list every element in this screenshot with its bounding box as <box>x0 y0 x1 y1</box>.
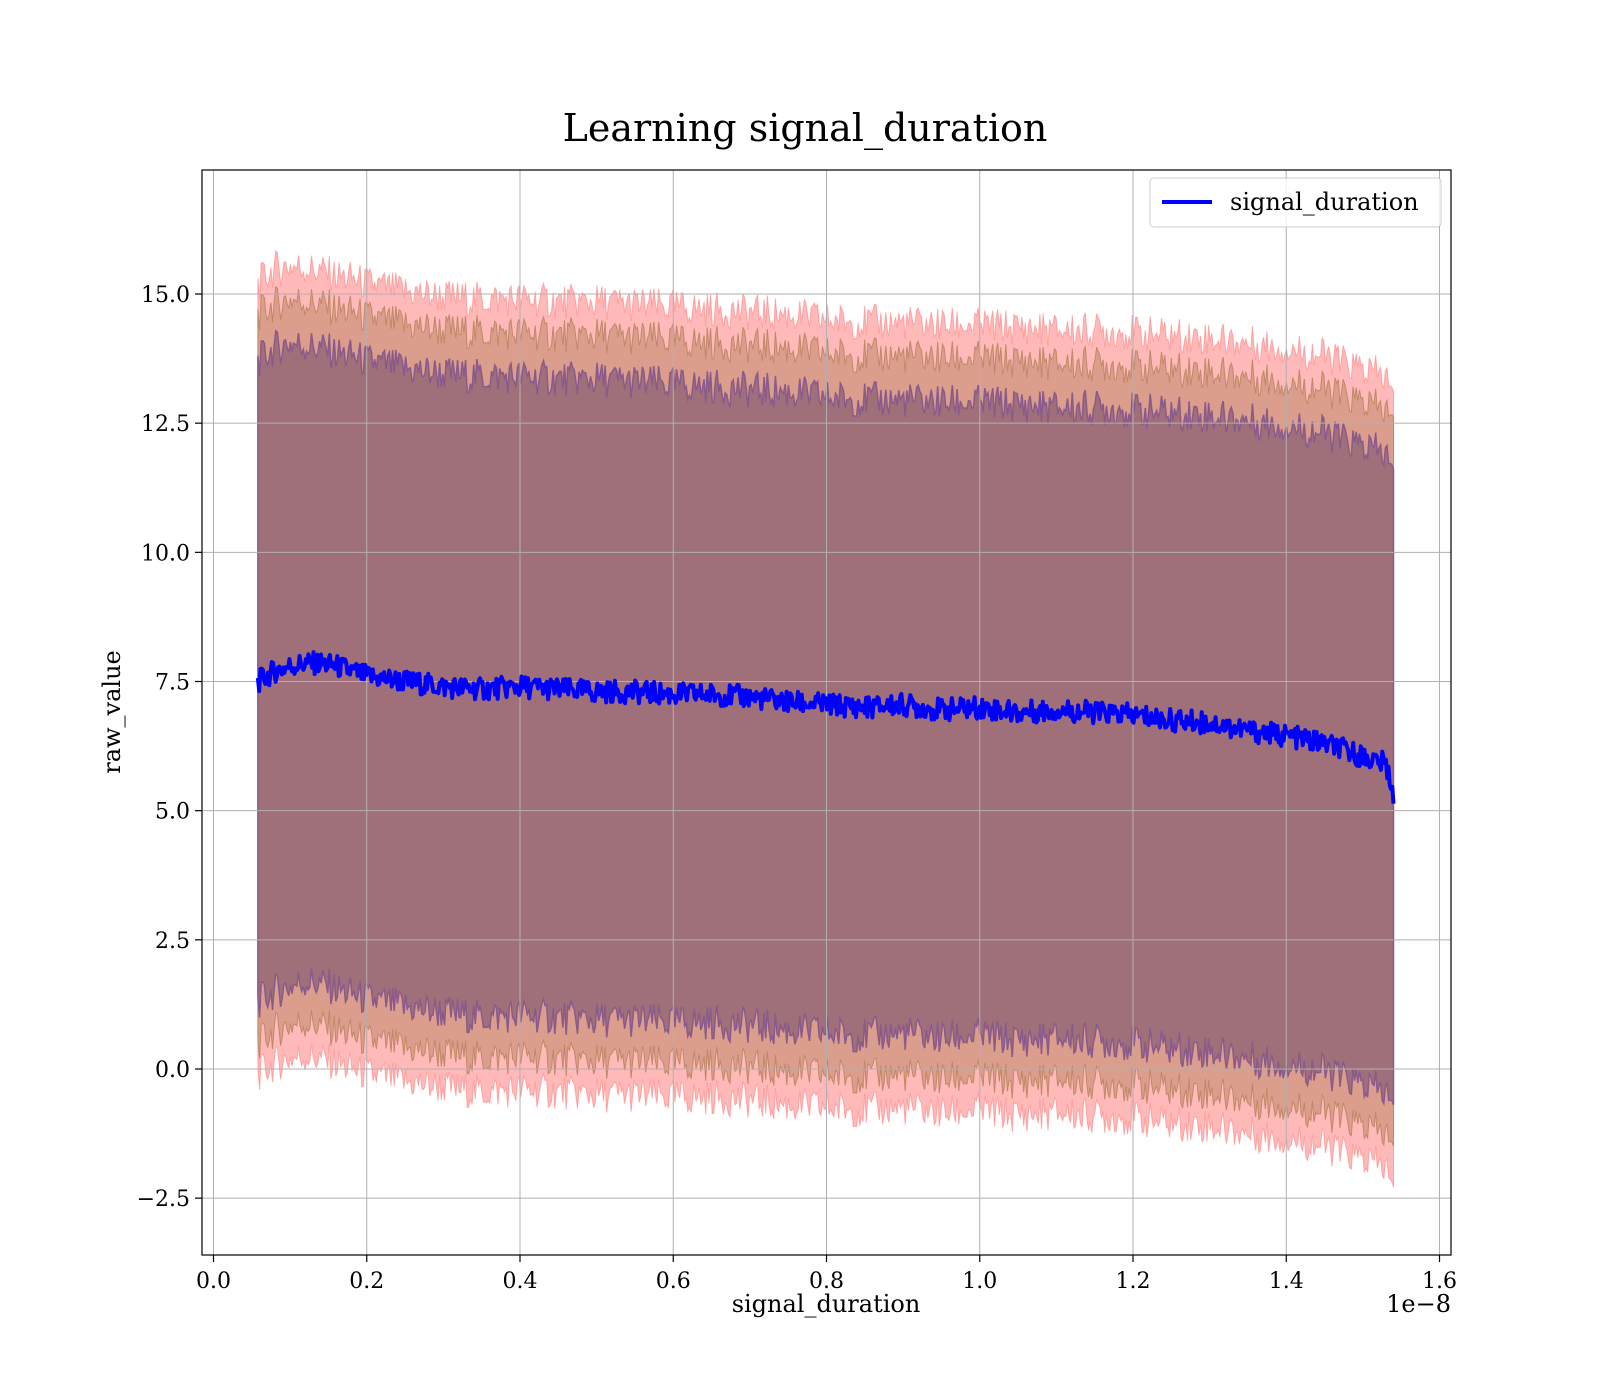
y-tick-label: 2.5 <box>155 929 190 954</box>
plot-area <box>201 169 1452 1256</box>
series-lines <box>255 650 1396 804</box>
x-tick-label: 1.2 <box>1116 1269 1151 1294</box>
x-tick-label: 0.4 <box>502 1269 537 1294</box>
x-axis-ticks: 0.0 0.2 0.4 0.6 0.8 1.0 1.2 1.4 1.6 <box>196 1255 1457 1294</box>
series-line-signal-duration <box>255 650 1396 804</box>
confidence-bands <box>257 249 1395 1188</box>
x-axis-label: signal_duration <box>732 1290 921 1318</box>
y-axis-ticks: −2.5 0.0 2.5 5.0 7.5 10.0 12.5 15.0 <box>137 283 202 1212</box>
legend-label: signal_duration <box>1230 188 1419 216</box>
y-axis-label: raw_value <box>98 650 126 774</box>
x-tick-label: 0.2 <box>349 1269 384 1294</box>
y-tick-label: 12.5 <box>141 412 190 437</box>
y-tick-label: 10.0 <box>141 541 190 566</box>
legend: signal_duration <box>1149 177 1442 228</box>
inner-band <box>257 329 1395 1107</box>
x-axis-offset-label: 1e−8 <box>1386 1290 1451 1318</box>
x-tick-label: 0.6 <box>656 1269 691 1294</box>
y-tick-label: −2.5 <box>137 1187 190 1212</box>
chart-title: Learning signal_duration <box>563 106 1048 151</box>
y-tick-label: 5.0 <box>155 800 190 825</box>
y-tick-label: 15.0 <box>141 283 190 308</box>
x-tick-label: 0.8 <box>809 1269 844 1294</box>
y-tick-label: 7.5 <box>155 671 190 696</box>
y-tick-label: 0.0 <box>155 1058 190 1083</box>
x-tick-label: 0.0 <box>196 1269 231 1294</box>
legend-box <box>1149 177 1442 228</box>
x-tick-label: 1.0 <box>962 1269 997 1294</box>
x-tick-label: 1.6 <box>1422 1269 1457 1294</box>
x-tick-label: 1.4 <box>1269 1269 1304 1294</box>
